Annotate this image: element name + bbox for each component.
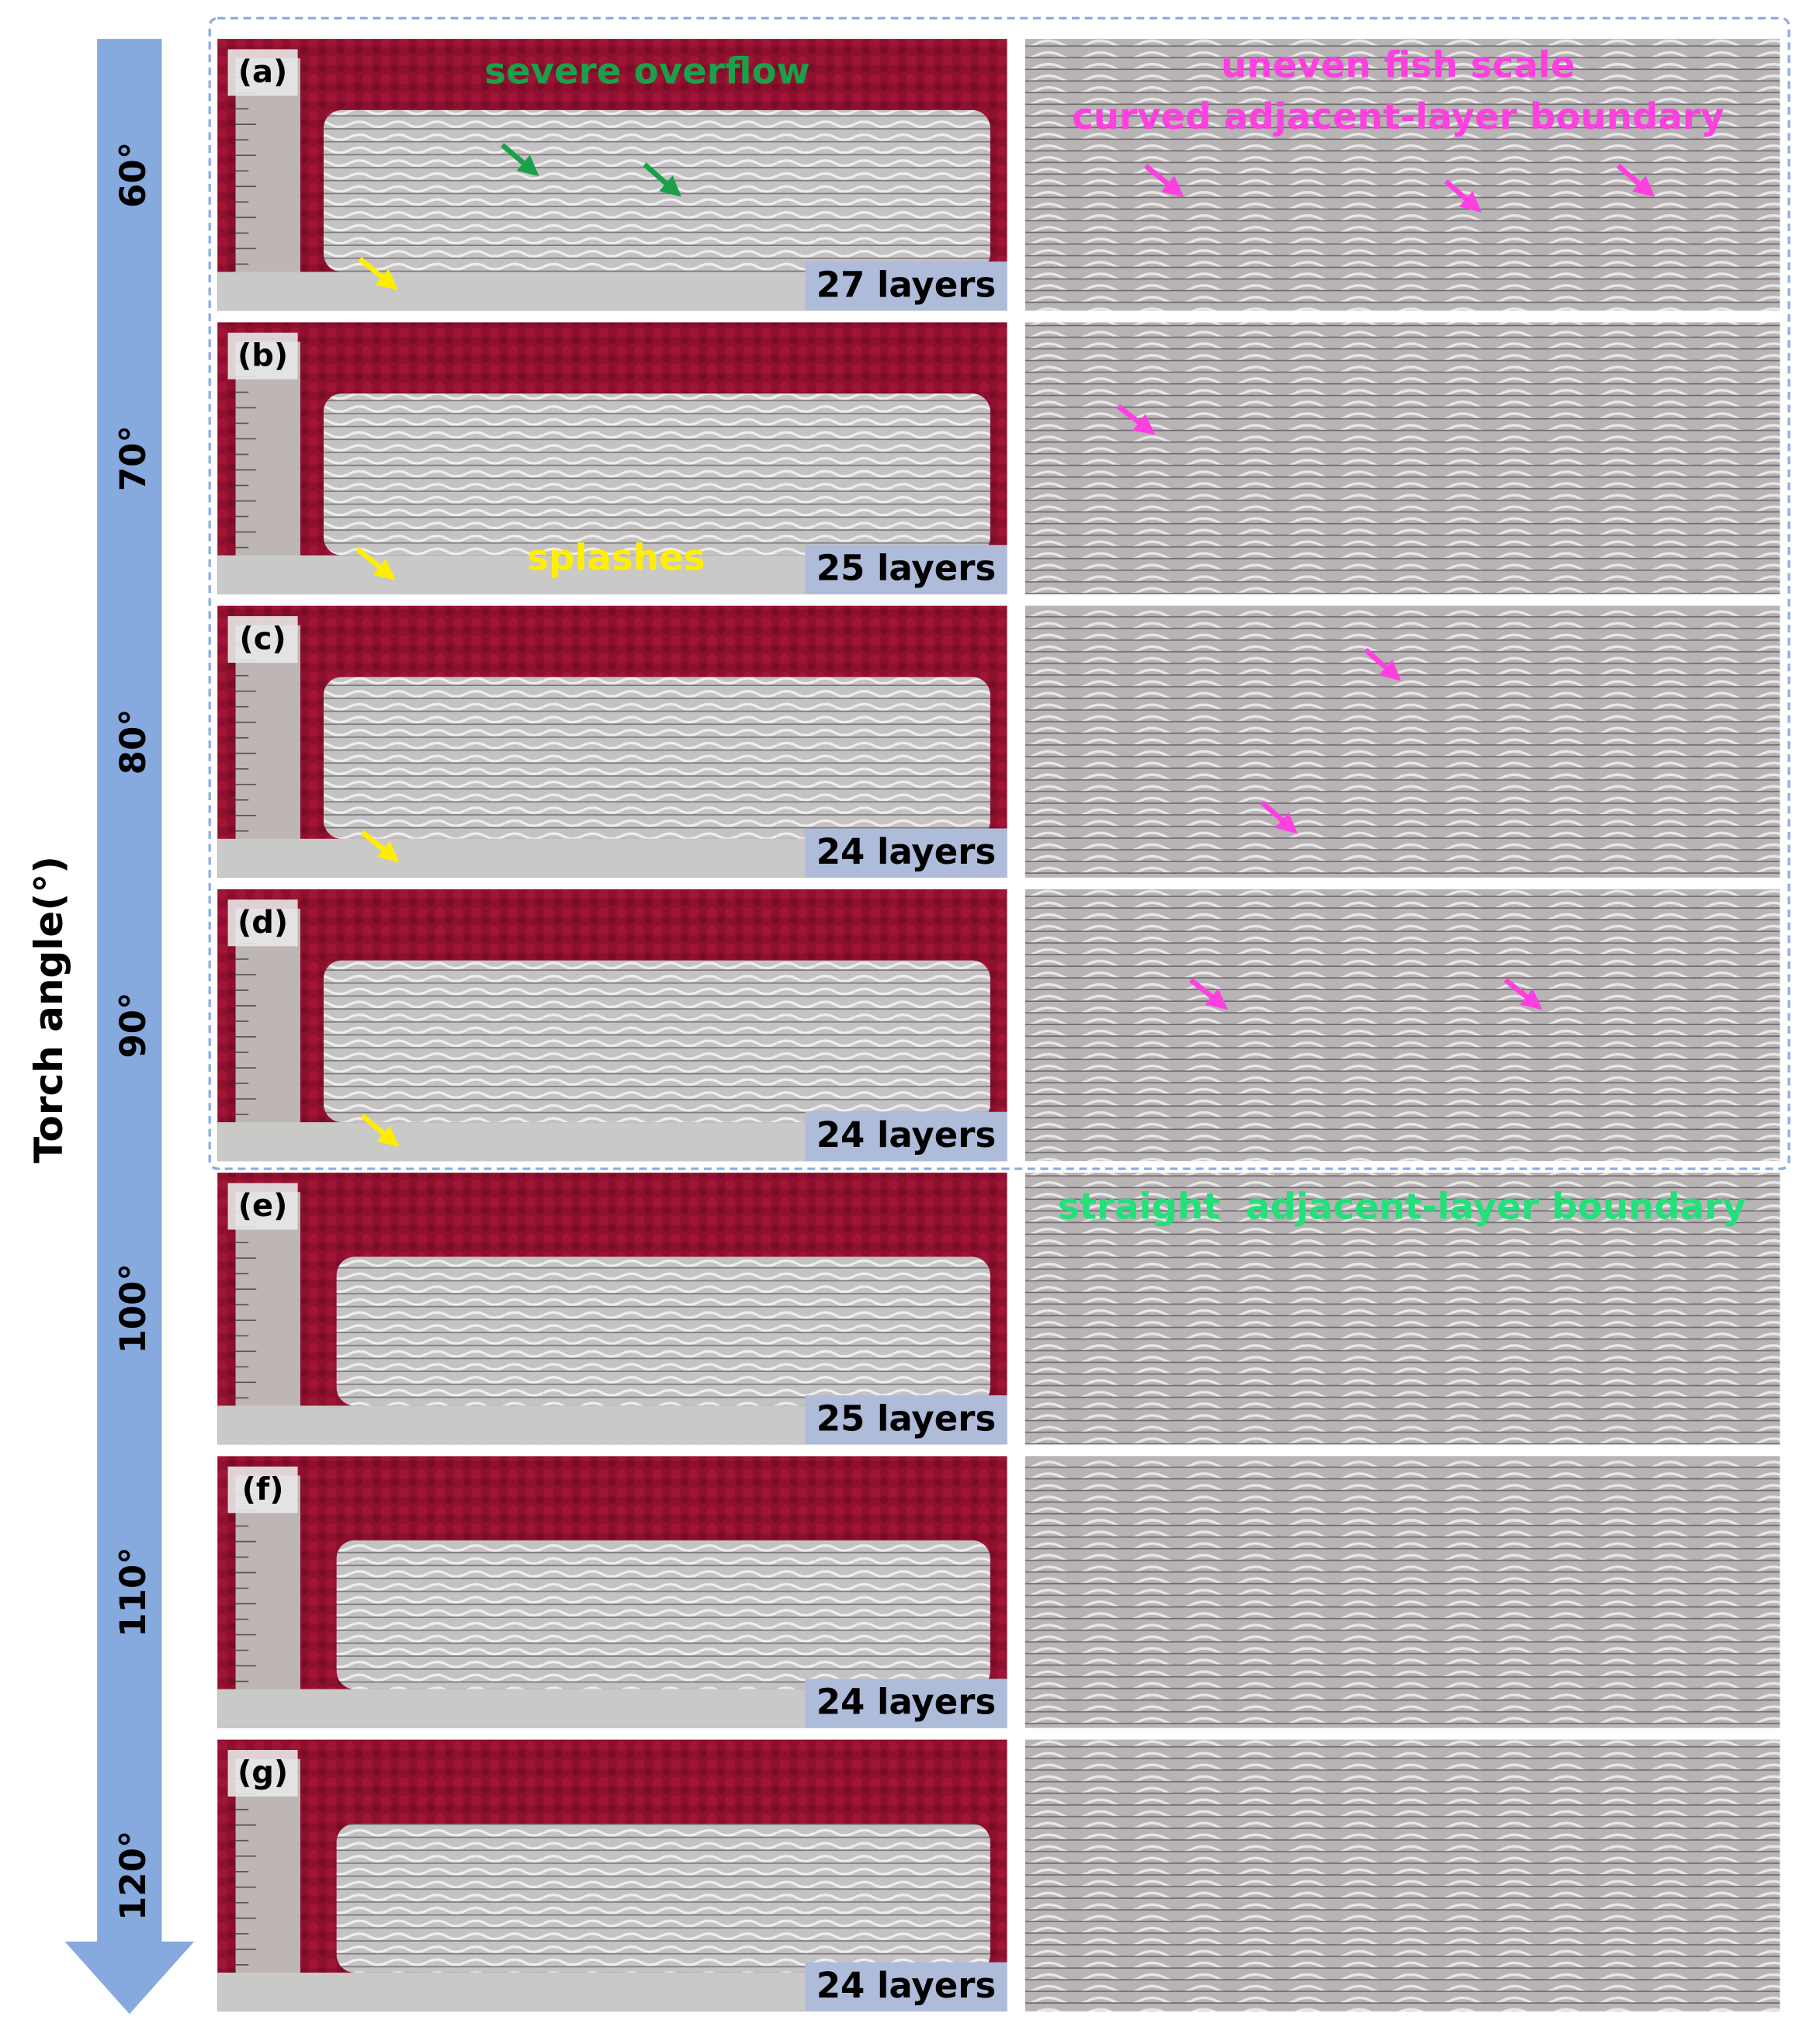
pointer-arrow [1616, 164, 1655, 197]
pointer-arrow [643, 162, 681, 197]
layer-count: 24 layers [816, 1965, 997, 2006]
detail-photo [1024, 1173, 1780, 1445]
layers-box [805, 545, 1007, 594]
label-box [227, 1183, 298, 1230]
annotation: severe overflow [484, 51, 810, 93]
angle-label: 80° [113, 709, 154, 774]
detail-photo [1024, 1739, 1780, 2011]
angle-label: 60° [113, 142, 154, 208]
pointer-arrow [1143, 163, 1184, 197]
panel-label: (b) [237, 338, 288, 373]
layer-count: 25 layers [816, 548, 997, 589]
deposit-block [323, 960, 990, 1123]
label-box [227, 332, 298, 379]
deposit-block [336, 1824, 990, 1973]
angle-label: 70° [113, 425, 154, 491]
pointer-arrow [500, 143, 539, 177]
label-box [227, 49, 298, 96]
deposit-block [323, 393, 990, 556]
detail-photo [1024, 39, 1780, 311]
pointer-arrow [360, 1114, 400, 1147]
pointer-arrow [1260, 800, 1298, 834]
layer-count: 25 layers [816, 1398, 997, 1439]
annotation: straight adjacent-layer boundary [1058, 1186, 1746, 1228]
angle-label: 100° [113, 1263, 154, 1353]
deposit-block [336, 1256, 990, 1406]
pointer-arrow [1364, 647, 1402, 681]
deposit-block [323, 109, 990, 272]
pointer-arrow [358, 257, 398, 290]
label-box [227, 899, 298, 947]
angle-label: 120° [113, 1831, 154, 1921]
pointer-arrow [1444, 179, 1482, 213]
angle-label: 90° [113, 992, 154, 1058]
annotation: splashes [527, 538, 705, 580]
pointer-arrow [355, 546, 396, 580]
ruler [235, 58, 300, 298]
ruler [235, 908, 300, 1149]
label-box [227, 615, 298, 664]
panel-label: (e) [238, 1188, 288, 1224]
angle-arrow [64, 39, 195, 2015]
panels: (a) 27 layers 60° severe overflow uneven fis… [113, 39, 1780, 2011]
layer-count: 24 layers [816, 831, 997, 872]
panel-label: (a) [238, 54, 288, 90]
layers-box [805, 1962, 1007, 2011]
ruler [235, 1475, 300, 1715]
layers-box [805, 261, 1007, 311]
layer-count: 27 layers [816, 264, 997, 305]
pointer-arrow [1503, 978, 1543, 1010]
layers-box [805, 1395, 1007, 1445]
deposit-block [323, 677, 990, 839]
group-box [208, 16, 1791, 1170]
deposit-block [336, 1540, 990, 1689]
pointer-arrow [1116, 404, 1156, 435]
angle-label: 110° [113, 1547, 154, 1637]
detail-photo [1024, 1456, 1780, 1728]
detail-photo [1024, 605, 1780, 878]
panel-label: (g) [237, 1755, 288, 1791]
detail-photo [1024, 889, 1780, 1162]
annotation: curved adjacent-layer boundary [1072, 96, 1724, 138]
layer-count: 24 layers [816, 1682, 997, 1723]
detail-photo [1024, 322, 1780, 594]
ruler [235, 625, 300, 865]
layers-box [805, 828, 1007, 878]
ruler [235, 1758, 300, 1999]
pointer-arrow [1189, 978, 1228, 1010]
axis-label: Torch angle(°) [26, 856, 71, 1163]
layers-box [805, 1679, 1007, 1728]
ruler [235, 341, 300, 581]
pointer-arrow [360, 830, 400, 862]
label-box [227, 1750, 298, 1797]
layers-box [805, 1111, 1007, 1162]
panel-label: (d) [237, 905, 288, 941]
annotation: uneven fish scale [1221, 44, 1575, 86]
panel-label: (f) [242, 1471, 284, 1507]
layer-count: 24 layers [816, 1114, 997, 1156]
panel-label: (c) [239, 622, 286, 657]
ruler [235, 1192, 300, 1432]
label-box [227, 1466, 298, 1513]
